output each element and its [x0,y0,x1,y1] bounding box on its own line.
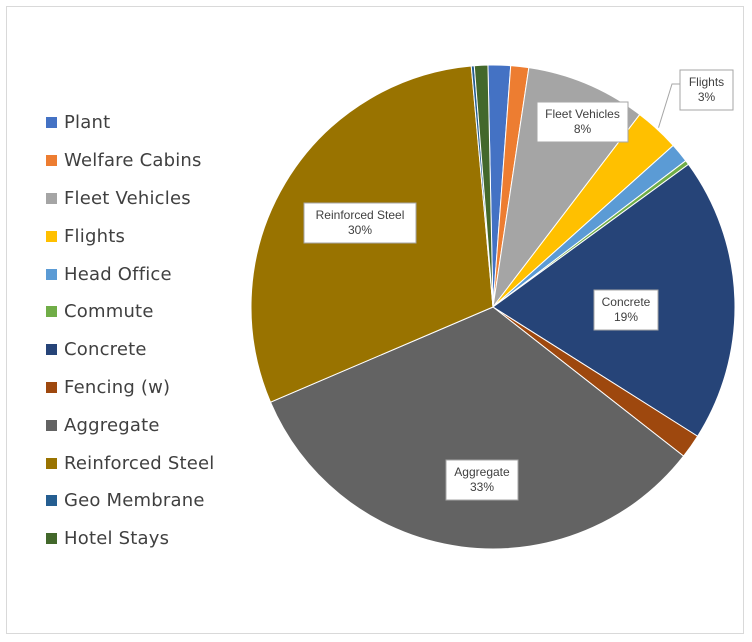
legend-swatch-flights [46,230,57,242]
data-label-text-fleet-vehicles: Fleet Vehicles [545,107,620,121]
data-label-text-concrete: 19% [614,310,638,324]
legend-item-aggregate: Aggregate [46,406,215,444]
legend-swatch-fleet-vehicles [46,192,57,204]
data-label-text-reinforced-steel: 30% [348,223,372,237]
legend-swatch-fencing-w [46,381,57,393]
chart-legend: Plant Welfare Cabins Fleet Vehicles Flights… [46,104,215,558]
legend-item-reinforced-steel: Reinforced Steel [46,444,215,482]
legend-label-hotel-stays: Hotel Stays [64,528,170,550]
data-label-text-flights: Flights [689,75,724,89]
legend-label-head-office: Head Office [64,263,172,285]
legend-label-welfare-cabins: Welfare Cabins [64,150,202,172]
data-label-box-fleet-vehicles [536,101,629,143]
legend-swatch-head-office [46,268,57,280]
legend-label-plant: Plant [64,112,111,134]
legend-swatch-geo-membrane [46,495,57,507]
data-label-text-flights: 3% [698,90,716,104]
legend-item-geo-membrane: Geo Membrane [46,482,215,520]
legend-swatch-concrete [46,344,57,356]
data-label-text-concrete: Concrete [602,295,651,309]
leader-line-flights [658,83,680,128]
data-label-text-fleet-vehicles: 8% [574,122,592,136]
legend-label-reinforced-steel: Reinforced Steel [64,452,215,474]
pie-slice-hotel-stays [473,64,494,308]
legend-swatch-aggregate [46,419,57,431]
legend-label-geo-membrane: Geo Membrane [64,490,205,512]
data-label-box-flights [679,69,734,111]
data-label-text-reinforced-steel: Reinforced Steel [316,208,405,222]
legend-swatch-plant [46,117,57,129]
legend-item-fleet-vehicles: Fleet Vehicles [46,180,215,218]
legend-swatch-reinforced-steel [46,457,57,469]
data-label-text-aggregate: Aggregate [454,465,510,479]
legend-item-fencing-w: Fencing (w) [46,369,215,407]
legend-swatch-welfare-cabins [46,155,57,167]
legend-label-flights: Flights [64,225,126,247]
legend-swatch-hotel-stays [46,533,57,545]
legend-label-fencing-w: Fencing (w) [64,376,171,398]
legend-label-aggregate: Aggregate [64,414,160,436]
data-label-box-aggregate [445,459,519,501]
data-label-box-concrete [593,289,659,331]
data-label-box-reinforced-steel [303,202,417,244]
legend-item-concrete: Concrete [46,331,215,369]
legend-label-fleet-vehicles: Fleet Vehicles [64,187,191,209]
legend-item-commute: Commute [46,293,215,331]
legend-item-flights: Flights [46,217,215,255]
legend-item-plant: Plant [46,104,215,142]
legend-item-head-office: Head Office [46,255,215,293]
legend-item-welfare-cabins: Welfare Cabins [46,142,215,180]
legend-item-hotel-stays: Hotel Stays [46,520,215,558]
data-label-text-aggregate: 33% [470,480,494,494]
legend-label-concrete: Concrete [64,339,147,361]
pie-slice-aggregate [269,306,685,550]
legend-label-commute: Commute [64,301,154,323]
legend-swatch-commute [46,306,57,318]
